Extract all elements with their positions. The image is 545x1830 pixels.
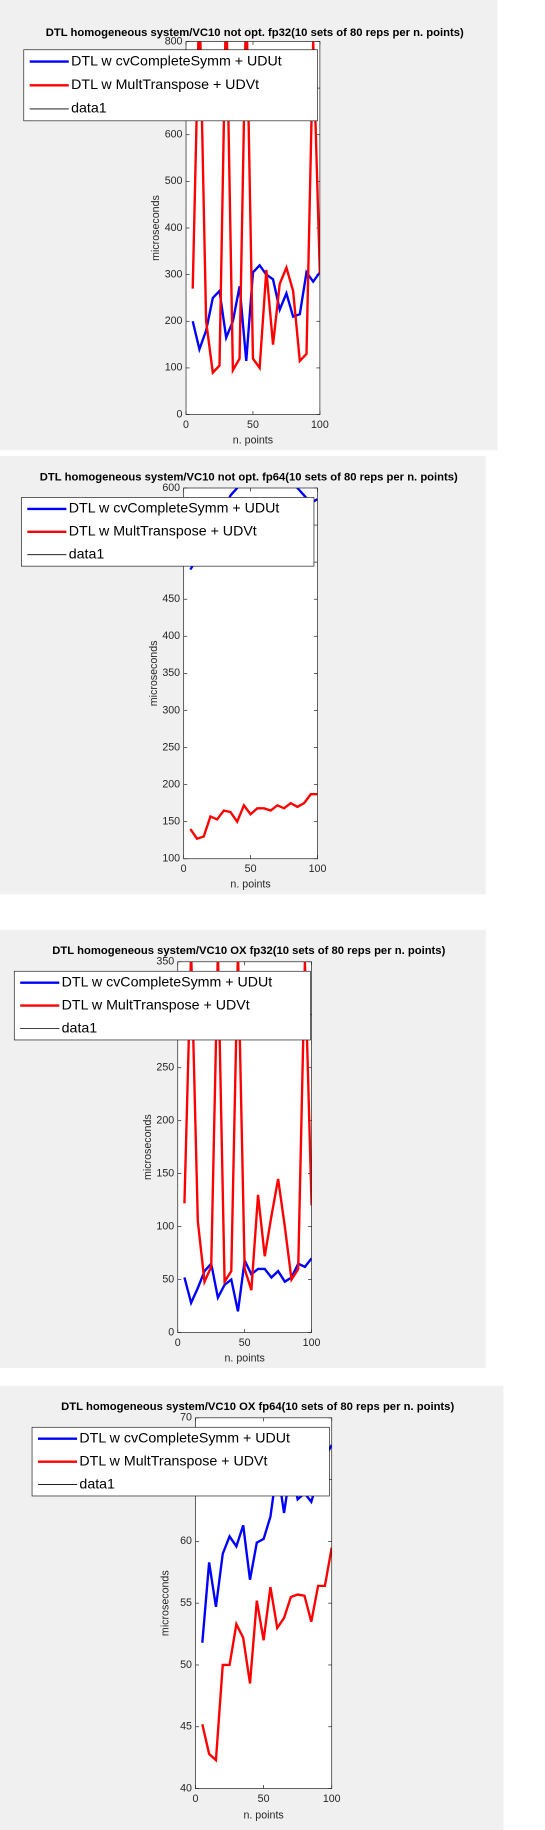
y-tick-label: 40: [180, 1782, 192, 1794]
legend-label: data1: [79, 1476, 115, 1492]
plot-border: [183, 487, 318, 860]
x-tick-label: 100: [303, 1337, 321, 1349]
y-tick-label: 200: [156, 1114, 174, 1126]
chart-title: DTL homogeneous system/VC10 not opt. fp6…: [40, 471, 458, 483]
x-tick-label: 100: [311, 419, 329, 431]
y-tick-label: 50: [180, 1659, 192, 1671]
series-line: [201, 1444, 332, 1643]
plot-border: [177, 961, 312, 1333]
chart-title: DTL homogeneous system/VC10 not opt. fp3…: [46, 27, 464, 39]
legend-label: DTL w cvCompleteSymm + UDUt: [69, 501, 280, 517]
legend-label: DTL w cvCompleteSymm + UDUt: [79, 1430, 290, 1446]
legend-box: [21, 497, 315, 567]
x-tick-label: 50: [245, 863, 257, 875]
y-tick-label: 600: [165, 129, 183, 141]
y-tick-label: 0: [168, 1326, 174, 1338]
y-tick-label: 450: [162, 593, 180, 605]
y-tick-label: 300: [162, 704, 180, 716]
y-axis-label: microseconds: [148, 640, 160, 706]
y-tick-label: 150: [156, 1167, 174, 1179]
series-line: [201, 1547, 332, 1763]
y-axis-label: microseconds: [142, 1114, 154, 1180]
y-tick-label: 200: [165, 315, 183, 327]
y-tick-label: 250: [162, 741, 180, 753]
y-tick-label: 150: [162, 815, 180, 827]
x-axis-label: n. points: [233, 434, 273, 446]
legend-label: DTL w MultTranspose + UDVt: [79, 1453, 267, 1469]
plot-border: [195, 1417, 333, 1789]
y-tick-label: 70: [180, 1412, 192, 1424]
legend-box: [23, 49, 318, 122]
legend-box: [31, 1426, 330, 1497]
y-axis-label: microseconds: [150, 195, 162, 261]
y-tick-label: 100: [156, 1220, 174, 1232]
plot-lines: [183, 961, 312, 1312]
y-tick-label: 400: [162, 630, 180, 642]
series-line: [183, 961, 312, 1291]
plot-lines: [191, 41, 320, 376]
x-axis-label: n. points: [225, 1352, 265, 1364]
legend-label: DTL w MultTranspose + UDVt: [71, 77, 259, 93]
y-tick-label: 800: [165, 35, 183, 47]
y-tick-label: 100: [165, 362, 183, 374]
legend-label: DTL w cvCompleteSymm + UDUt: [71, 53, 282, 69]
y-tick-label: 55: [180, 1597, 192, 1609]
y-tick-label: 100: [162, 853, 180, 865]
y-tick-label: 350: [162, 667, 180, 679]
legend-label: DTL w MultTranspose + UDVt: [69, 524, 257, 540]
legend-box: [13, 970, 311, 1041]
legend-label: data1: [69, 546, 105, 562]
x-tick-label: 0: [183, 419, 189, 431]
x-axis-label: n. points: [230, 879, 270, 891]
y-tick-label: 45: [180, 1721, 192, 1733]
series-line: [189, 793, 318, 841]
x-tick-label: 50: [239, 1337, 251, 1349]
y-tick-label: 400: [165, 222, 183, 234]
x-tick-label: 100: [309, 863, 327, 875]
legend-label: DTL w cvCompleteSymm + UDUt: [62, 974, 273, 990]
chart-title: DTL homogeneous system/VC10 OX fp32(10 s…: [52, 945, 445, 957]
y-tick-label: 0: [177, 408, 183, 420]
x-tick-label: 0: [181, 863, 187, 875]
legend-label: data1: [71, 101, 107, 117]
y-tick-label: 500: [165, 175, 183, 187]
y-tick-label: 200: [162, 778, 180, 790]
y-tick-label: 350: [156, 956, 174, 968]
legend-label: DTL w MultTranspose + UDVt: [62, 997, 250, 1013]
x-tick-label: 0: [193, 1793, 199, 1805]
y-tick-label: 50: [162, 1273, 174, 1285]
chart-title: DTL homogeneous system/VC10 OX fp64(10 s…: [61, 1401, 454, 1413]
y-tick-label: 250: [156, 1062, 174, 1074]
legend-label: data1: [62, 1020, 98, 1036]
plot-lines: [201, 1444, 332, 1763]
y-tick-label: 300: [165, 268, 183, 280]
y-tick-label: 60: [180, 1535, 192, 1547]
series-line: [191, 263, 320, 362]
x-tick-label: 0: [175, 1337, 181, 1349]
x-tick-label: 100: [323, 1793, 341, 1805]
x-tick-label: 50: [258, 1793, 270, 1805]
plot-border: [185, 41, 321, 415]
x-tick-label: 50: [247, 419, 259, 431]
y-tick-label: 600: [162, 482, 180, 494]
x-axis-label: n. points: [243, 1810, 283, 1822]
y-axis-label: microseconds: [160, 1570, 172, 1636]
series-line: [191, 41, 320, 376]
